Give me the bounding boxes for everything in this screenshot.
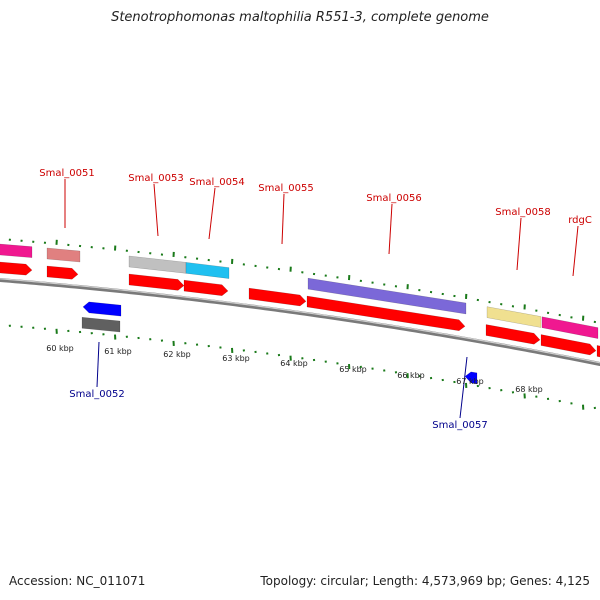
gene-labels: Smal_0051 Smal_0053 Smal_0054 Smal_0055 … xyxy=(39,168,592,431)
scale-label: 66 kbp xyxy=(397,371,425,380)
leader-line xyxy=(153,183,159,237)
gene-label-smal-0056[interactable]: Smal_0056 xyxy=(366,193,421,204)
gene-label-smal-0052[interactable]: Smal_0052 xyxy=(69,389,124,400)
gene-box-smal-0054[interactable] xyxy=(185,262,230,279)
gene-label-smal-0054[interactable]: Smal_0054 xyxy=(189,177,244,188)
gene-label-smal-0051[interactable]: Smal_0051 xyxy=(39,168,94,179)
genome-summary-text: Topology: circular; Length: 4,573,969 bp… xyxy=(260,574,590,588)
gene-box-partial[interactable] xyxy=(0,243,33,258)
gene-box-smal-0053[interactable] xyxy=(128,255,187,274)
inner-tick-track xyxy=(8,324,596,410)
cds-reverse-arrow[interactable] xyxy=(82,301,122,317)
leader-line xyxy=(459,356,468,419)
cds-forward-arrow[interactable] xyxy=(183,279,229,296)
gene-box-smal-0052[interactable] xyxy=(81,316,121,333)
gene-label-smal-0058[interactable]: Smal_0058 xyxy=(495,207,550,218)
gene-label-smal-0057[interactable]: Smal_0057 xyxy=(432,420,487,431)
label-leaders xyxy=(64,179,579,419)
cds-forward-arrow[interactable] xyxy=(248,287,307,307)
leader-line xyxy=(516,217,522,271)
accession-text: Accession: NC_011071 xyxy=(9,574,146,588)
leader-line xyxy=(388,203,393,255)
cds-forward-arrow[interactable] xyxy=(46,265,79,280)
genome-backbone-highlight xyxy=(0,278,600,364)
gene-label-smal-0053[interactable]: Smal_0053 xyxy=(128,173,183,184)
scale-label: 65 kbp xyxy=(339,365,367,374)
gene-box-smal-0051[interactable] xyxy=(46,247,81,263)
cds-reverse-arrow-small[interactable] xyxy=(464,371,478,385)
cds-forward-arrow[interactable] xyxy=(485,324,541,345)
scale-labels: 60 kbp 61 kbp 62 kbp 63 kbp 64 kbp 65 kb… xyxy=(46,344,543,394)
leader-line xyxy=(208,187,216,240)
leader-line xyxy=(96,341,100,388)
cds-forward-arrow[interactable] xyxy=(128,273,185,291)
cds-forward-arrow[interactable] xyxy=(0,261,33,276)
scale-label: 60 kbp xyxy=(46,344,74,353)
scale-label: 61 kbp xyxy=(104,347,132,356)
gene-box-smal-0056[interactable] xyxy=(307,277,467,315)
gene-box-rdgc[interactable] xyxy=(541,316,599,339)
genome-title: Stenotrophomonas maltophilia R551-3, com… xyxy=(111,10,489,25)
scale-label: 68 kbp xyxy=(515,385,543,394)
scale-label: 64 kbp xyxy=(280,359,308,368)
genome-backbone xyxy=(0,277,600,367)
cds-forward-arrow[interactable] xyxy=(540,334,597,356)
outer-tick-track xyxy=(8,238,596,324)
cds-forward-arrow[interactable] xyxy=(596,345,600,358)
cds-forward-arrow[interactable] xyxy=(306,295,466,332)
scale-label: 67 kbp xyxy=(456,377,484,386)
gene-label-rdgc[interactable]: rdgC xyxy=(568,215,592,226)
gene-box-smal-0058[interactable] xyxy=(486,306,542,328)
gene-label-smal-0055[interactable]: Smal_0055 xyxy=(258,183,313,194)
scale-label: 62 kbp xyxy=(163,350,191,359)
scale-label: 63 kbp xyxy=(222,354,250,363)
leader-line xyxy=(572,225,579,277)
leader-line xyxy=(281,193,285,245)
feature-track xyxy=(0,243,600,385)
